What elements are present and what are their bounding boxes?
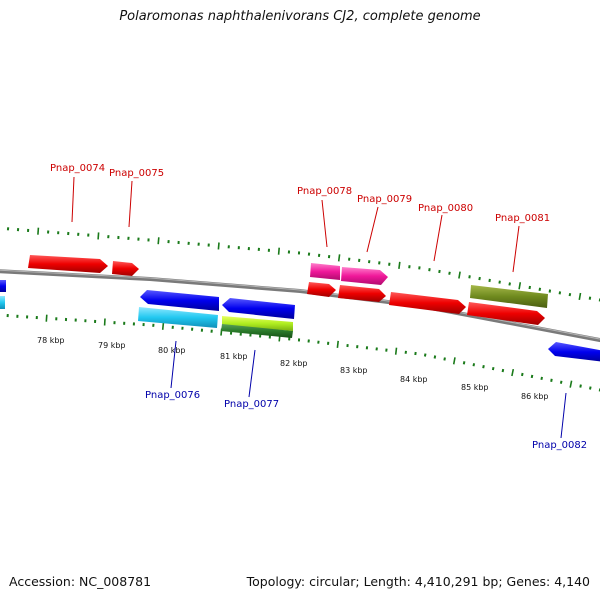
minor-tick bbox=[550, 378, 553, 382]
gene-feature[interactable] bbox=[112, 261, 139, 276]
gene-feature[interactable] bbox=[0, 296, 5, 309]
minor-tick bbox=[468, 275, 471, 279]
minor-tick bbox=[579, 384, 582, 388]
outer-scale bbox=[6, 227, 600, 302]
minor-tick bbox=[548, 289, 552, 293]
major-tick bbox=[452, 357, 456, 365]
gene-feature[interactable] bbox=[389, 292, 466, 314]
gene-feature[interactable] bbox=[221, 324, 293, 338]
major-tick bbox=[336, 340, 339, 348]
minor-tick bbox=[428, 268, 431, 272]
gene-feature[interactable] bbox=[0, 280, 6, 292]
scale-label: 78 kbp bbox=[37, 336, 65, 345]
minor-tick bbox=[433, 355, 437, 359]
major-tick bbox=[458, 271, 461, 279]
minor-tick bbox=[462, 361, 466, 365]
gene-label[interactable]: Pnap_0081 bbox=[495, 213, 550, 224]
minor-tick bbox=[498, 280, 501, 284]
minor-tick bbox=[488, 278, 491, 283]
gene-feature[interactable] bbox=[338, 285, 386, 302]
scale-label: 81 kbp bbox=[220, 352, 248, 361]
minor-tick bbox=[478, 276, 481, 281]
major-tick bbox=[217, 242, 220, 250]
minor-tick bbox=[423, 353, 427, 357]
major-tick bbox=[578, 292, 582, 301]
gene-labels: Pnap_0074 Pnap_0075 Pnap_0076 Pnap_0077 … bbox=[50, 163, 587, 451]
label-leaders bbox=[71, 176, 567, 439]
major-tick bbox=[37, 227, 40, 235]
minor-tick bbox=[558, 291, 562, 295]
scale-label: 79 kbp bbox=[98, 341, 126, 350]
scale-label: 84 kbp bbox=[400, 375, 428, 384]
scale-labels: 78 kbp 79 kbp 80 kbp 81 kbp 82 kbp 83 kb… bbox=[37, 336, 549, 401]
gene-feature[interactable] bbox=[341, 267, 388, 285]
gene-feature[interactable] bbox=[138, 307, 218, 328]
minor-tick bbox=[501, 368, 505, 373]
minor-tick bbox=[568, 292, 572, 297]
minor-tick bbox=[521, 372, 524, 377]
accession-text: Accession: NC_008781 bbox=[9, 574, 152, 589]
genome-stats-text: Topology: circular; Length: 4,410,291 bp… bbox=[246, 574, 590, 589]
inner-scale bbox=[6, 314, 600, 392]
genome-backbone bbox=[0, 269, 600, 343]
minor-tick bbox=[540, 376, 543, 381]
reverse-strand-genes bbox=[0, 280, 600, 362]
minor-tick bbox=[482, 365, 485, 369]
gene-feature[interactable] bbox=[222, 298, 295, 319]
gene-feature[interactable] bbox=[548, 342, 600, 362]
minor-tick bbox=[491, 366, 495, 371]
major-tick bbox=[518, 282, 522, 290]
major-tick bbox=[97, 232, 100, 240]
gene-label[interactable]: Pnap_0077 bbox=[224, 399, 279, 410]
gene-feature[interactable] bbox=[470, 285, 548, 308]
gene-feature[interactable] bbox=[467, 302, 545, 325]
major-tick bbox=[337, 254, 341, 262]
major-tick bbox=[511, 368, 515, 377]
minor-tick bbox=[589, 386, 592, 390]
major-tick bbox=[45, 314, 48, 322]
gene-label[interactable]: Pnap_0082 bbox=[532, 440, 587, 451]
minor-tick bbox=[472, 363, 476, 367]
minor-tick bbox=[443, 357, 446, 361]
minor-tick bbox=[508, 282, 511, 286]
gene-label[interactable]: Pnap_0076 bbox=[145, 390, 200, 401]
major-tick bbox=[398, 261, 401, 270]
major-tick bbox=[157, 237, 160, 245]
scale-label: 83 kbp bbox=[340, 366, 368, 375]
major-tick bbox=[569, 380, 573, 388]
gene-feature[interactable] bbox=[28, 255, 108, 273]
gene-label[interactable]: Pnap_0074 bbox=[50, 163, 105, 174]
scale-label: 86 kbp bbox=[521, 392, 549, 401]
scale-label: 80 kbp bbox=[158, 346, 186, 355]
minor-tick bbox=[538, 287, 542, 291]
forward-strand-genes bbox=[28, 255, 548, 325]
gene-feature[interactable] bbox=[310, 263, 340, 280]
gene-label[interactable]: Pnap_0080 bbox=[418, 203, 473, 214]
gene-feature[interactable] bbox=[222, 316, 293, 331]
minor-tick bbox=[530, 374, 534, 379]
gene-label[interactable]: Pnap_0079 bbox=[357, 194, 412, 205]
gene-label[interactable]: Pnap_0075 bbox=[109, 168, 164, 179]
map-title: Polaromonas naphthalenivorans CJ2, compl… bbox=[119, 9, 481, 24]
minor-tick bbox=[528, 285, 531, 290]
minor-tick bbox=[448, 271, 451, 275]
major-tick bbox=[277, 247, 280, 255]
minor-tick bbox=[438, 269, 441, 274]
minor-tick bbox=[559, 380, 563, 384]
major-tick bbox=[161, 322, 165, 330]
gene-feature[interactable] bbox=[307, 282, 336, 297]
scale-label: 82 kbp bbox=[280, 359, 308, 368]
gene-feature[interactable] bbox=[140, 290, 219, 311]
scale-label: 85 kbp bbox=[461, 383, 489, 392]
minor-tick bbox=[588, 296, 592, 300]
gene-label[interactable]: Pnap_0078 bbox=[297, 186, 352, 197]
major-tick bbox=[394, 347, 398, 355]
